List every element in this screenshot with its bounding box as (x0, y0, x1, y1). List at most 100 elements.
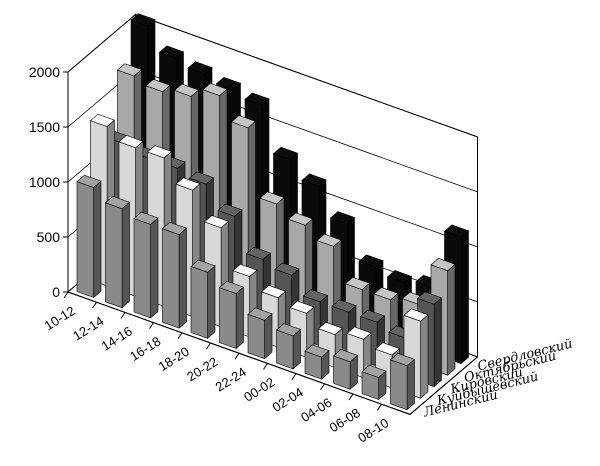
bar-top (346, 326, 372, 340)
bar-top (145, 79, 171, 93)
bar-side (433, 297, 442, 388)
bar-top (116, 63, 143, 77)
bar-top (358, 254, 384, 268)
bar-front (219, 287, 237, 349)
bar-top (289, 300, 315, 314)
category-tick-mark (206, 342, 211, 350)
category-label: 08-10 (355, 415, 391, 445)
bar-top (244, 92, 270, 106)
bar (76, 174, 102, 299)
bar-front (105, 202, 123, 309)
bar-front (247, 313, 265, 360)
bar-top (130, 13, 156, 27)
y-axis-ticks: 0 500 1000 1500 2000 (29, 64, 68, 300)
y-tick-label: 500 (37, 229, 61, 245)
series-axis (409, 356, 478, 415)
category-tick-mark (234, 352, 240, 360)
bar-top (443, 224, 470, 238)
bar-side (420, 314, 429, 399)
bar-side (406, 358, 415, 411)
bar-top (202, 82, 228, 96)
series-1 (76, 174, 416, 411)
bar-front (162, 228, 180, 329)
bar-front (190, 265, 208, 339)
bar (161, 221, 188, 329)
y-tick-label: 1500 (29, 119, 60, 135)
category-tick-mark (348, 393, 354, 401)
category-tick-mark (320, 383, 325, 391)
bar-top (133, 211, 159, 225)
bar (218, 280, 245, 350)
bar-top (146, 145, 173, 159)
y-tick-label: 0 (52, 284, 60, 300)
bar-top (187, 61, 213, 75)
bar-side (207, 265, 216, 339)
bar-top (260, 285, 287, 299)
bar-top (104, 196, 131, 210)
bar-top (259, 191, 285, 205)
bar-top (331, 299, 357, 313)
bar-top (274, 262, 300, 276)
bar-top (332, 349, 359, 363)
category-tick-mark (177, 332, 183, 340)
bar-side (447, 263, 456, 376)
bar-top (203, 215, 230, 229)
bar-top (188, 171, 215, 185)
bar-top (173, 83, 200, 97)
bar (275, 323, 302, 370)
bar (190, 259, 216, 339)
bar-top (430, 258, 456, 272)
category-tick-mark (263, 363, 268, 370)
bar-top (403, 308, 429, 322)
bar-top (217, 203, 243, 217)
bar-top (416, 291, 443, 305)
bar-side (264, 313, 273, 360)
bar-top (374, 342, 401, 356)
bars (76, 13, 470, 411)
bar-top (316, 233, 342, 247)
bar-top (275, 323, 302, 337)
bar-top (302, 289, 329, 303)
bar-side (121, 201, 130, 309)
bar-top (272, 146, 299, 160)
bar-top (218, 280, 245, 294)
category-tick-mark (291, 373, 297, 380)
category-tick-mark (63, 291, 69, 299)
bar-top (389, 353, 416, 367)
bar-top (232, 263, 258, 277)
gridline (67, 14, 478, 138)
bar (361, 364, 387, 401)
category-tick-mark (149, 322, 154, 329)
bar-side (93, 180, 102, 299)
bar-top (301, 173, 327, 187)
y-tick-label: 1000 (29, 174, 60, 190)
bar-top (361, 364, 387, 378)
bar-side (150, 217, 159, 319)
bar-front (276, 329, 294, 370)
bar-top (215, 76, 242, 90)
bar (247, 307, 273, 360)
bar-top (230, 115, 257, 129)
category-tick-mark (377, 403, 382, 411)
bar (304, 344, 330, 380)
y-tick-label: 2000 (29, 64, 60, 80)
bar-top (245, 246, 272, 260)
bar-top (190, 259, 216, 273)
bar (104, 196, 131, 309)
bar-top (118, 135, 144, 149)
bar-top (158, 45, 185, 59)
bar-top (373, 287, 399, 301)
bar (389, 353, 416, 411)
bar-top (344, 276, 371, 290)
bar-top (161, 221, 188, 235)
bar-top (359, 309, 386, 323)
bar-side (235, 286, 244, 350)
bar (332, 349, 359, 390)
bar-top (247, 307, 273, 321)
bar-front (133, 218, 151, 319)
bar-front (76, 181, 94, 298)
bar-top (175, 177, 201, 191)
bar-top (76, 174, 102, 188)
